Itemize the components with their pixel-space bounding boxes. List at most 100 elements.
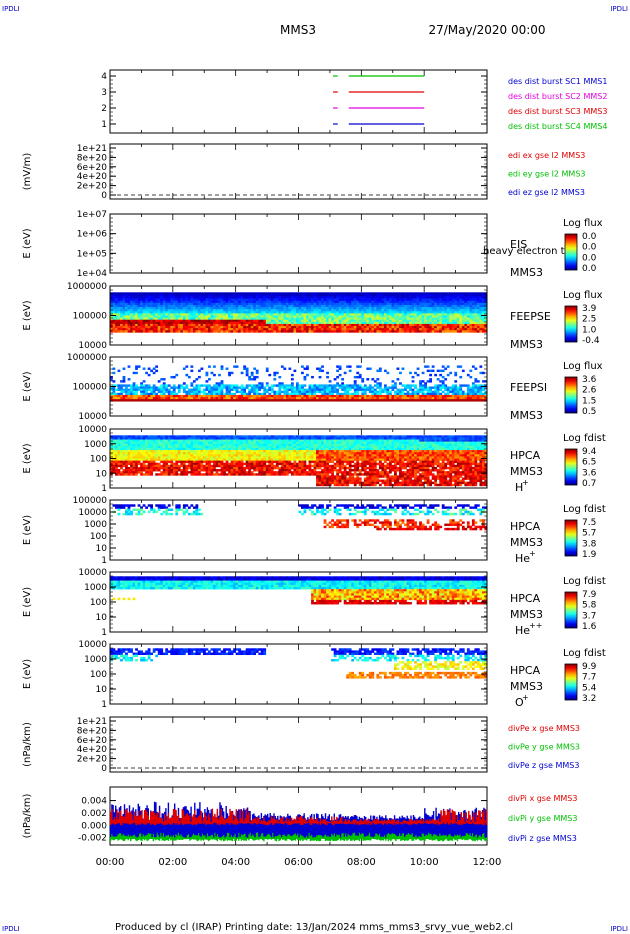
spectro-cell [431, 397, 435, 400]
spectro-cell [160, 307, 164, 310]
spectro-cell [381, 326, 385, 329]
spectro-cell [132, 307, 136, 310]
spectro-cell [321, 313, 324, 316]
spectro-cell [150, 466, 154, 470]
spectro-cell [202, 319, 206, 323]
spectro-cell [135, 311, 138, 314]
spectro-cell [213, 319, 216, 323]
spectro-cell [142, 309, 146, 312]
spectro-cell [243, 309, 247, 312]
spectro-cell [152, 447, 156, 451]
spectro-cell [439, 392, 443, 396]
spectro-cell [142, 390, 146, 394]
spectro-cell [220, 326, 224, 329]
spectro-cell [373, 323, 377, 327]
spectro-cell [157, 394, 161, 398]
spectro-cell [238, 323, 241, 327]
spectro-cell [285, 399, 289, 402]
spectro-cell [290, 323, 294, 327]
spectro-cell [170, 469, 174, 472]
spectro-cell [255, 292, 259, 295]
spectro-cell [376, 298, 380, 302]
spectro-cell [165, 447, 169, 451]
spectro-cell [346, 296, 350, 299]
spectro-cell [152, 300, 156, 304]
spectro-cell [202, 302, 206, 306]
spectro-cell [127, 390, 131, 394]
spectro-cell [122, 462, 126, 466]
spectro-cell [461, 323, 465, 327]
spectro-cell [306, 365, 309, 368]
spectro-cell [180, 313, 184, 316]
spectro-cell [270, 313, 274, 316]
spectro-cell [140, 382, 143, 385]
spectro-cell [220, 365, 224, 368]
spectro-cell [258, 386, 262, 389]
spectro-cell [120, 437, 123, 440]
spectro-cell [255, 294, 259, 297]
spectro-cell [220, 399, 224, 402]
spectro-cell [396, 292, 400, 295]
spectro-cell [446, 394, 450, 398]
spectro-cell [451, 321, 455, 325]
spectro-cell [353, 309, 357, 312]
spectro-cell [147, 307, 151, 310]
spectro-cell [270, 384, 274, 387]
spectro-cell [275, 300, 279, 304]
spectro-cell [333, 394, 337, 398]
spectro-cell [280, 399, 284, 402]
spectro-cell [346, 386, 350, 389]
spectro-cell [195, 392, 199, 396]
spectro-cell [446, 307, 450, 310]
spectro-cell [326, 317, 329, 321]
spectro-cell [311, 328, 314, 331]
spectro-cell [481, 315, 485, 318]
spectro-cell [336, 375, 340, 379]
spectro-cell [182, 311, 186, 314]
spectro-cell [419, 315, 422, 318]
spectro-cell [456, 386, 460, 389]
spectro-cell [280, 326, 284, 329]
spectro-cell [182, 390, 186, 394]
spectro-cell [426, 302, 430, 306]
spectro-cell [456, 394, 460, 398]
spectro-cell [195, 309, 199, 312]
spectro-cell [326, 304, 329, 308]
spectro-cell [140, 386, 143, 389]
spectro-cell [471, 382, 475, 385]
spectro-cell [474, 392, 478, 396]
spectro-cell [469, 309, 473, 312]
spectro-cell [233, 309, 236, 312]
spectro-cell [396, 399, 400, 402]
spectro-cell [122, 302, 126, 306]
spectro-cell [270, 399, 274, 402]
spectro-cell [471, 292, 475, 295]
spectro-cell [358, 397, 362, 400]
spectro-cell [182, 309, 186, 312]
spectro-cell [451, 307, 455, 310]
spectro-cell [248, 304, 252, 308]
spectro-cell [484, 323, 488, 327]
spectro-cell [162, 390, 166, 394]
spectro-cell [177, 309, 181, 312]
spectro-cell [132, 452, 136, 455]
spectro-cell [135, 388, 138, 392]
spectro-cell [268, 311, 272, 314]
spectro-cell [356, 365, 360, 368]
spectro-cell [110, 399, 113, 402]
spectro-cell [230, 384, 234, 387]
spectro-cell [152, 367, 156, 370]
spectro-cell [240, 298, 244, 302]
spectro-cell [115, 471, 118, 474]
spectro-cell [268, 399, 272, 402]
spectro-cell [230, 304, 234, 308]
spectro-cell [223, 296, 226, 299]
spectro-cell [185, 319, 189, 323]
spectro-cell [356, 328, 360, 331]
spectro-cell [170, 464, 174, 468]
spectro-cell [361, 386, 365, 389]
spectro-cell [160, 450, 164, 453]
spectro-cell [208, 298, 211, 302]
spectro-cell [331, 317, 334, 321]
spectro-cell [293, 298, 297, 302]
